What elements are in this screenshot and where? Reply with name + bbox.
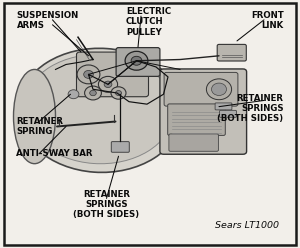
FancyBboxPatch shape <box>76 52 148 97</box>
FancyBboxPatch shape <box>160 69 247 154</box>
Circle shape <box>84 70 93 78</box>
Ellipse shape <box>14 69 56 164</box>
Circle shape <box>104 81 112 88</box>
Text: Sears LT1000: Sears LT1000 <box>215 221 279 230</box>
Circle shape <box>77 65 100 84</box>
Text: RETAINER
SPRINGS
(BOTH SIDES): RETAINER SPRINGS (BOTH SIDES) <box>218 94 284 123</box>
Circle shape <box>90 90 96 96</box>
FancyBboxPatch shape <box>116 48 160 76</box>
Circle shape <box>131 56 142 65</box>
Ellipse shape <box>18 48 183 172</box>
Ellipse shape <box>24 55 174 164</box>
Circle shape <box>212 83 226 95</box>
Text: ELECTRIC
CLUTCH
PULLEY: ELECTRIC CLUTCH PULLEY <box>126 7 171 36</box>
FancyBboxPatch shape <box>111 142 129 152</box>
FancyBboxPatch shape <box>215 103 232 110</box>
Text: ANTI-SWAY BAR: ANTI-SWAY BAR <box>16 149 93 158</box>
Circle shape <box>116 91 122 95</box>
FancyBboxPatch shape <box>220 110 236 117</box>
Circle shape <box>98 76 118 92</box>
Text: RETAINER
SPRING: RETAINER SPRING <box>16 117 64 136</box>
FancyBboxPatch shape <box>168 104 225 135</box>
Circle shape <box>68 90 79 99</box>
Text: SUSPENSION
ARMS: SUSPENSION ARMS <box>16 11 79 30</box>
FancyBboxPatch shape <box>169 134 218 151</box>
Text: FRONT
LINK: FRONT LINK <box>251 11 284 30</box>
Circle shape <box>85 86 101 100</box>
FancyBboxPatch shape <box>217 44 246 61</box>
Circle shape <box>125 51 148 70</box>
Circle shape <box>111 87 126 99</box>
FancyBboxPatch shape <box>164 72 238 106</box>
Circle shape <box>206 79 232 100</box>
Text: RETAINER
SPRINGS
(BOTH SIDES): RETAINER SPRINGS (BOTH SIDES) <box>74 190 140 219</box>
